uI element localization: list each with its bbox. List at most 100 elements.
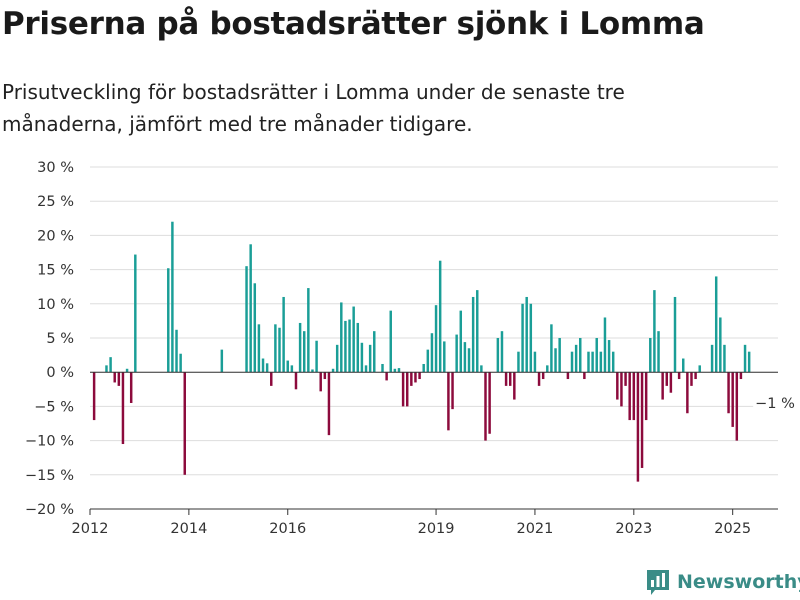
- brand-name: Newsworthy: [677, 571, 800, 593]
- label-layer: 30 % 25 % 20 % 15 % 10 % 5 % 0 % −5 % −10 % −15 %…: [25, 160, 797, 537]
- bar: [302, 331, 306, 373]
- bar: [253, 283, 257, 373]
- bar: [315, 340, 318, 373]
- bar: [109, 357, 112, 373]
- bar: [694, 372, 697, 380]
- bar: [364, 365, 368, 373]
- bar: [649, 338, 652, 373]
- bar: [476, 290, 479, 373]
- bar: [657, 331, 660, 373]
- bar: [583, 372, 586, 380]
- bar: [636, 372, 640, 482]
- bar: [546, 365, 549, 373]
- bar-layer: [92, 221, 751, 482]
- bar: [171, 221, 174, 373]
- bar: [669, 372, 673, 393]
- bar: [628, 372, 631, 421]
- bar: [360, 342, 364, 373]
- bar: [220, 349, 224, 373]
- bar: [307, 288, 310, 373]
- bar: [513, 372, 516, 400]
- y-tick-label: 20 %: [37, 228, 74, 244]
- y-tick-label: 30 %: [37, 160, 74, 176]
- bar: [496, 338, 500, 373]
- bar: [455, 334, 458, 373]
- bar: [554, 348, 557, 373]
- bar: [422, 363, 425, 373]
- bar: [167, 268, 170, 373]
- axis-layer: [89, 371, 778, 515]
- bar: [290, 365, 294, 373]
- bar: [265, 363, 269, 373]
- bar: [92, 372, 96, 421]
- bar: [385, 372, 388, 381]
- bar: [640, 372, 644, 468]
- bar: [117, 372, 121, 386]
- bar: [348, 319, 351, 373]
- bar: [719, 317, 722, 373]
- bar: [743, 344, 747, 373]
- x-tick-label: 2023: [615, 521, 652, 537]
- bar: [397, 368, 401, 373]
- bar: [595, 338, 598, 373]
- x-tick-label: 2014: [170, 521, 207, 537]
- bar: [282, 296, 285, 373]
- bar: [405, 372, 409, 407]
- bar: [484, 372, 487, 441]
- bar: [443, 341, 446, 373]
- bar: [747, 351, 751, 373]
- bar: [463, 342, 467, 373]
- bar: [525, 296, 528, 373]
- bar: [710, 344, 714, 373]
- bar: [323, 372, 327, 380]
- y-tick-label: −20 %: [25, 502, 74, 518]
- bar: [661, 372, 664, 400]
- bar: [471, 296, 475, 373]
- bar: [129, 372, 133, 403]
- bar: [653, 290, 656, 373]
- bar: [566, 372, 570, 380]
- bar: [373, 331, 376, 373]
- bar: [393, 368, 397, 373]
- bar: [727, 372, 730, 414]
- bar: [352, 306, 355, 373]
- page-subtitle: Prisutveckling för bostadsrätter i Lomma…: [2, 80, 625, 136]
- bar: [245, 266, 248, 373]
- bar: [311, 369, 314, 373]
- bar: [504, 372, 508, 386]
- page-title: Priserna på bostadsrätter sjönk i Lomma: [2, 6, 705, 42]
- bar: [418, 372, 421, 380]
- bar: [134, 254, 137, 373]
- bar: [607, 340, 611, 373]
- bar: [410, 372, 413, 386]
- bar: [335, 344, 339, 373]
- bar: [677, 372, 681, 380]
- bar: [570, 351, 574, 373]
- bar: [488, 372, 491, 434]
- bar: [368, 344, 372, 373]
- bar: [537, 372, 541, 386]
- bar: [587, 351, 590, 373]
- y-tick-label: −15 %: [25, 468, 74, 484]
- bar: [121, 372, 125, 445]
- bar: [438, 260, 442, 373]
- latest-value-label-bg: [753, 395, 797, 414]
- bar: [414, 372, 417, 383]
- bar: [294, 372, 298, 390]
- x-tick-label: 2025: [714, 521, 751, 537]
- y-tick-label: 5 %: [46, 331, 74, 347]
- bar: [319, 372, 322, 392]
- latest-value-label: −1 %: [755, 396, 795, 412]
- bar: [620, 372, 623, 407]
- bar: [480, 365, 483, 373]
- bar: [447, 372, 450, 431]
- bar: [426, 349, 430, 373]
- bar: [574, 344, 578, 373]
- bar: [381, 363, 384, 373]
- bar: [500, 331, 504, 373]
- bar: [517, 351, 520, 373]
- bar: [603, 317, 607, 373]
- y-tick-label: 25 %: [37, 194, 74, 210]
- bar: [665, 372, 668, 386]
- bar: [286, 360, 289, 373]
